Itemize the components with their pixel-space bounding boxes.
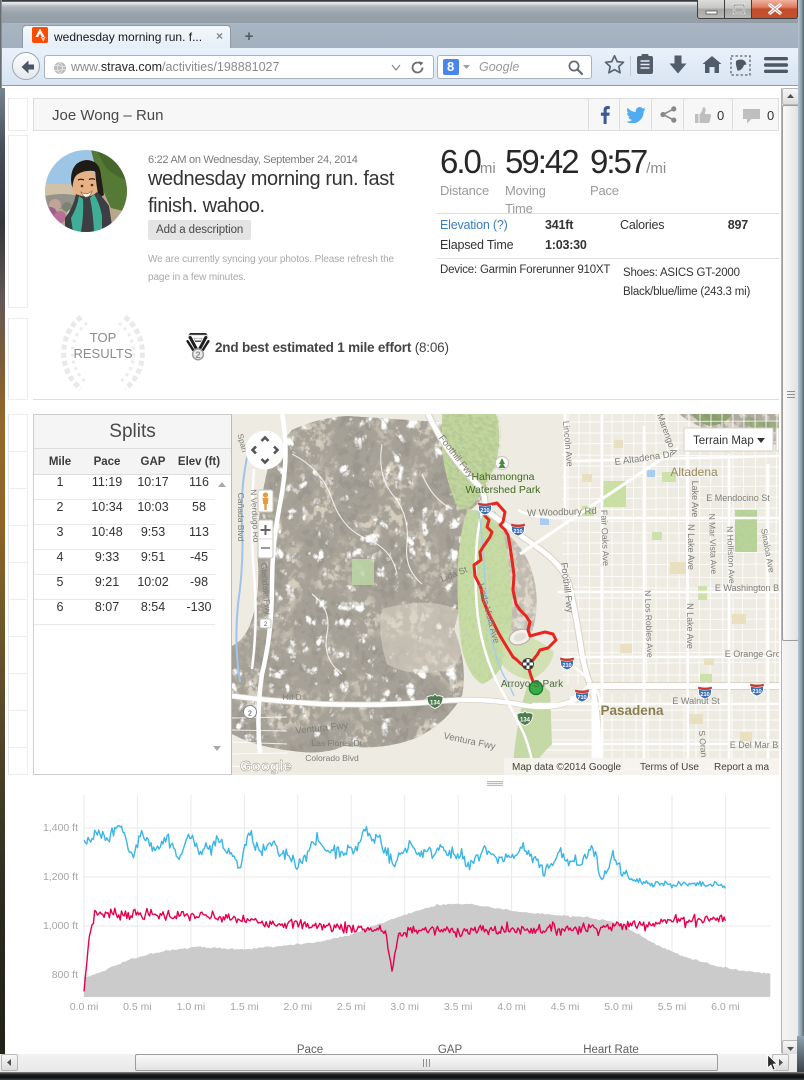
- svg-text:E Orange Grov: E Orange Grov: [725, 649, 779, 659]
- svg-text:N Holliston Ave: N Holliston Ave: [725, 526, 737, 584]
- svg-text:2: 2: [195, 350, 200, 361]
- svg-text:S Oran: S Oran: [697, 730, 709, 758]
- svg-text:Las Flores Dr: Las Flores Dr: [311, 738, 362, 748]
- svg-text:Hill D: Hill D: [282, 693, 301, 702]
- svg-text:210: 210: [700, 692, 709, 698]
- svg-text:E Washington B: E Washington B: [715, 583, 779, 593]
- svg-text:Google: Google: [240, 758, 292, 775]
- svg-text:Colorado Blvd: Colorado Blvd: [305, 753, 359, 763]
- svg-text:800 ft: 800 ft: [52, 969, 78, 981]
- svg-text:E Del Mar Bl: E Del Mar Bl: [730, 740, 779, 750]
- svg-text:Fair Oaks Ave: Fair Oaks Ave: [599, 510, 611, 567]
- svg-text:Hahamongna: Hahamongna: [471, 471, 534, 483]
- svg-text:0.5 mi: 0.5 mi: [123, 1001, 152, 1013]
- svg-text:N Lake Ave: N Lake Ave: [685, 603, 695, 649]
- svg-text:W Woodbury Rd: W Woodbury Rd: [527, 506, 597, 519]
- svg-text:Glendale Fwy: Glendale Fwy: [259, 562, 274, 615]
- svg-text:134: 134: [520, 718, 531, 724]
- svg-text:1,400 ft: 1,400 ft: [43, 822, 78, 834]
- svg-text:Report a ma: Report a ma: [714, 762, 769, 773]
- svg-text:1.5 mi: 1.5 mi: [230, 1001, 259, 1013]
- svg-text:Terrain Map: Terrain Map: [693, 435, 754, 447]
- svg-text:210: 210: [562, 663, 571, 669]
- svg-text:3.5 mi: 3.5 mi: [444, 1001, 473, 1013]
- svg-text:Terms of Use: Terms of Use: [640, 762, 699, 773]
- svg-text:Watershed Park: Watershed Park: [466, 484, 542, 496]
- svg-text:Pasadena: Pasadena: [600, 703, 664, 718]
- svg-text:4.5 mi: 4.5 mi: [551, 1001, 580, 1013]
- svg-text:2.5 mi: 2.5 mi: [337, 1001, 366, 1013]
- svg-text:Pace: Pace: [297, 1044, 323, 1054]
- svg-text:N Lake Ave: N Lake Ave: [686, 524, 696, 570]
- svg-text:1,200 ft: 1,200 ft: [43, 871, 78, 883]
- svg-text:Map data ©2014 Google: Map data ©2014 Google: [512, 762, 622, 773]
- svg-text:N Mar Vista Ave: N Mar Vista Ave: [707, 513, 719, 574]
- svg-text:2: 2: [264, 622, 268, 628]
- svg-text:0.0 mi: 0.0 mi: [70, 1001, 99, 1013]
- svg-text:5.0 mi: 5.0 mi: [604, 1001, 633, 1013]
- svg-text:134: 134: [430, 701, 441, 707]
- svg-text:1.0 mi: 1.0 mi: [177, 1001, 206, 1013]
- svg-text:1,000 ft: 1,000 ft: [43, 920, 78, 932]
- svg-text:Lake Ave: Lake Ave: [690, 481, 700, 518]
- svg-text:Heart Rate: Heart Rate: [583, 1044, 639, 1054]
- svg-text:5.5 mi: 5.5 mi: [658, 1001, 687, 1013]
- svg-text:2.0 mi: 2.0 mi: [284, 1001, 313, 1013]
- svg-text:E Walnut St: E Walnut St: [672, 696, 720, 706]
- svg-text:GAP: GAP: [438, 1044, 463, 1054]
- svg-text:4.0 mi: 4.0 mi: [497, 1001, 526, 1013]
- svg-text:3.0 mi: 3.0 mi: [390, 1001, 419, 1013]
- svg-text:Arroyo S Park: Arroyo S Park: [501, 679, 564, 690]
- svg-text:210: 210: [752, 689, 761, 695]
- svg-text:2: 2: [248, 711, 252, 718]
- svg-text:E Mendocino St: E Mendocino St: [706, 493, 770, 503]
- svg-text:710: 710: [577, 695, 586, 701]
- svg-text:N Los Robles Ave: N Los Robles Ave: [643, 590, 655, 658]
- svg-text:Cañada Blvd: Cañada Blvd: [236, 493, 246, 542]
- svg-text:Lincoln Ave: Lincoln Ave: [561, 420, 575, 467]
- svg-text:210: 210: [513, 529, 522, 535]
- svg-text:210: 210: [480, 508, 489, 514]
- svg-text:6.0 mi: 6.0 mi: [711, 1001, 740, 1013]
- svg-text:Altadena: Altadena: [670, 465, 718, 479]
